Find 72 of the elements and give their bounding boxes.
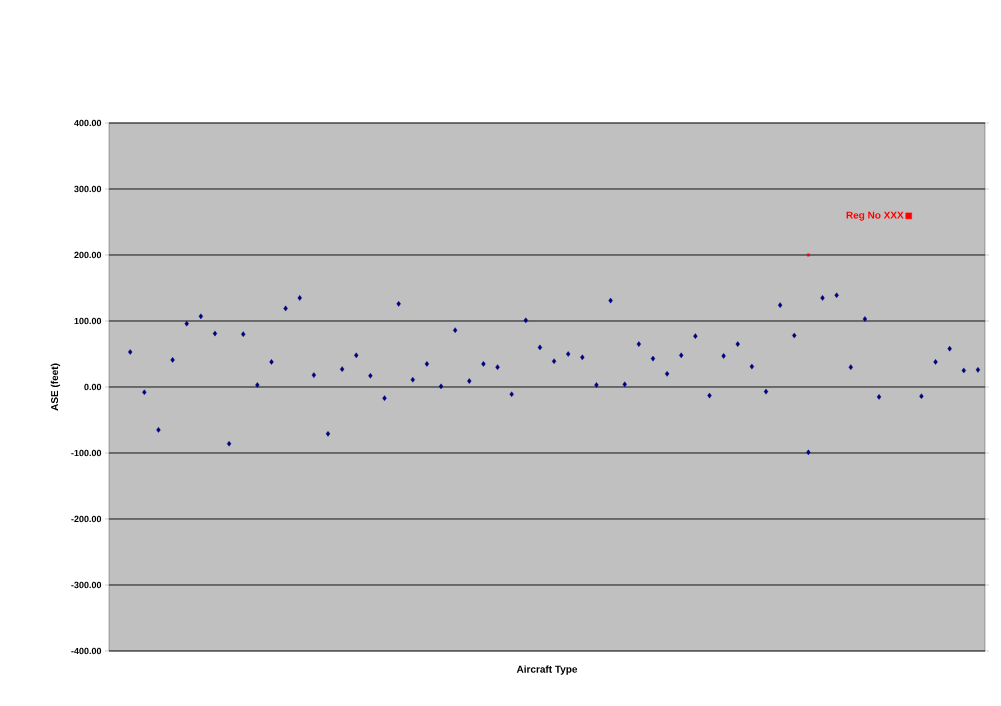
point <box>467 378 472 384</box>
point <box>495 364 500 370</box>
point <box>311 372 317 378</box>
point <box>523 317 528 324</box>
point <box>777 302 783 308</box>
point <box>848 364 853 370</box>
y-tick-label: -100.00 <box>71 449 102 457</box>
point <box>283 305 288 312</box>
point <box>128 349 133 355</box>
point <box>820 295 825 301</box>
point <box>382 395 387 402</box>
point <box>792 332 797 339</box>
point <box>961 367 966 374</box>
point <box>947 345 952 352</box>
point <box>198 313 203 320</box>
point <box>566 351 571 357</box>
x-axis-title: Aircraft Type <box>516 665 578 675</box>
point <box>396 301 401 307</box>
point <box>876 394 882 400</box>
point <box>594 382 599 388</box>
y-tick-label: 100.00 <box>74 317 102 325</box>
point <box>636 341 641 347</box>
point <box>241 331 246 337</box>
point <box>325 431 331 437</box>
point <box>297 295 302 301</box>
point <box>608 297 613 304</box>
point <box>269 359 274 365</box>
y-axis-title: ASE (feet) <box>50 363 61 411</box>
point <box>537 344 543 351</box>
y-tick-label: -200.00 <box>71 515 102 523</box>
point <box>453 327 458 334</box>
point <box>622 381 627 388</box>
point <box>693 333 698 339</box>
point <box>933 359 938 365</box>
legend-label: Reg No XXX <box>846 211 904 221</box>
point <box>834 292 839 299</box>
point <box>975 367 981 373</box>
point <box>212 330 218 337</box>
point <box>763 388 769 395</box>
point <box>142 389 147 396</box>
point <box>170 357 175 363</box>
y-tick-label: 300.00 <box>74 185 102 193</box>
point <box>806 253 810 257</box>
point <box>226 440 232 447</box>
point <box>438 383 444 390</box>
point <box>664 370 670 377</box>
y-tick-label: 200.00 <box>74 251 102 259</box>
y-tick-label: 0.00 <box>84 383 102 391</box>
point <box>749 363 755 370</box>
point <box>339 366 345 372</box>
point <box>735 341 740 347</box>
point <box>481 361 486 367</box>
point <box>806 449 811 456</box>
point <box>551 358 557 365</box>
point <box>919 393 924 400</box>
y-tick-label: -300.00 <box>71 581 102 589</box>
point <box>707 392 712 399</box>
point <box>580 354 585 361</box>
point <box>184 320 189 327</box>
point <box>650 355 656 362</box>
point <box>721 353 726 359</box>
point <box>255 382 260 388</box>
point <box>862 316 868 322</box>
point <box>354 352 359 359</box>
y-tick-label: 400.00 <box>74 119 102 127</box>
point <box>509 391 514 398</box>
point <box>410 376 415 383</box>
point <box>424 361 430 367</box>
point <box>679 352 684 359</box>
point <box>368 372 373 379</box>
point <box>156 427 161 433</box>
y-tick-label: -400.00 <box>71 647 102 655</box>
